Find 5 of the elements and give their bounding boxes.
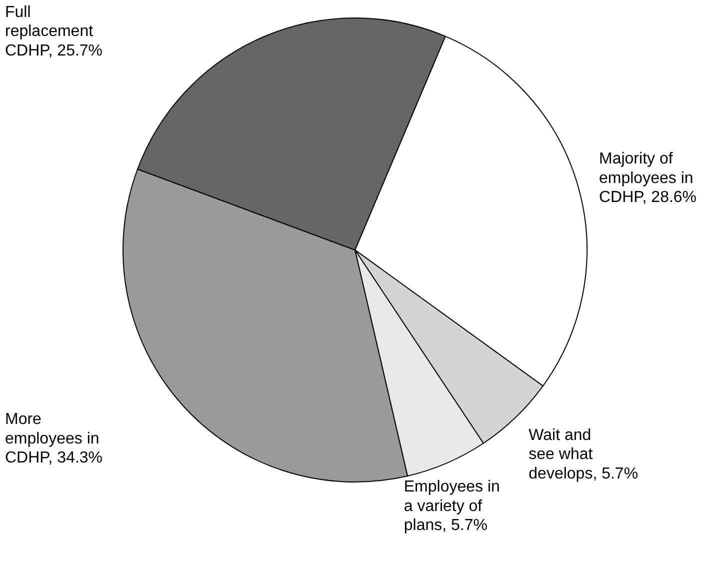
slice-label: More employees in CDHP, 34.3%	[5, 411, 103, 467]
slice-label: Employees in a variety of plans, 5.7%	[404, 478, 500, 534]
slice-label: Majority of employees in CDHP, 28.6%	[599, 150, 697, 206]
slice-label: Wait and see what develops, 5.7%	[528, 427, 638, 482]
slice-label: Full replacement CDHP, 25.7%	[5, 4, 103, 60]
